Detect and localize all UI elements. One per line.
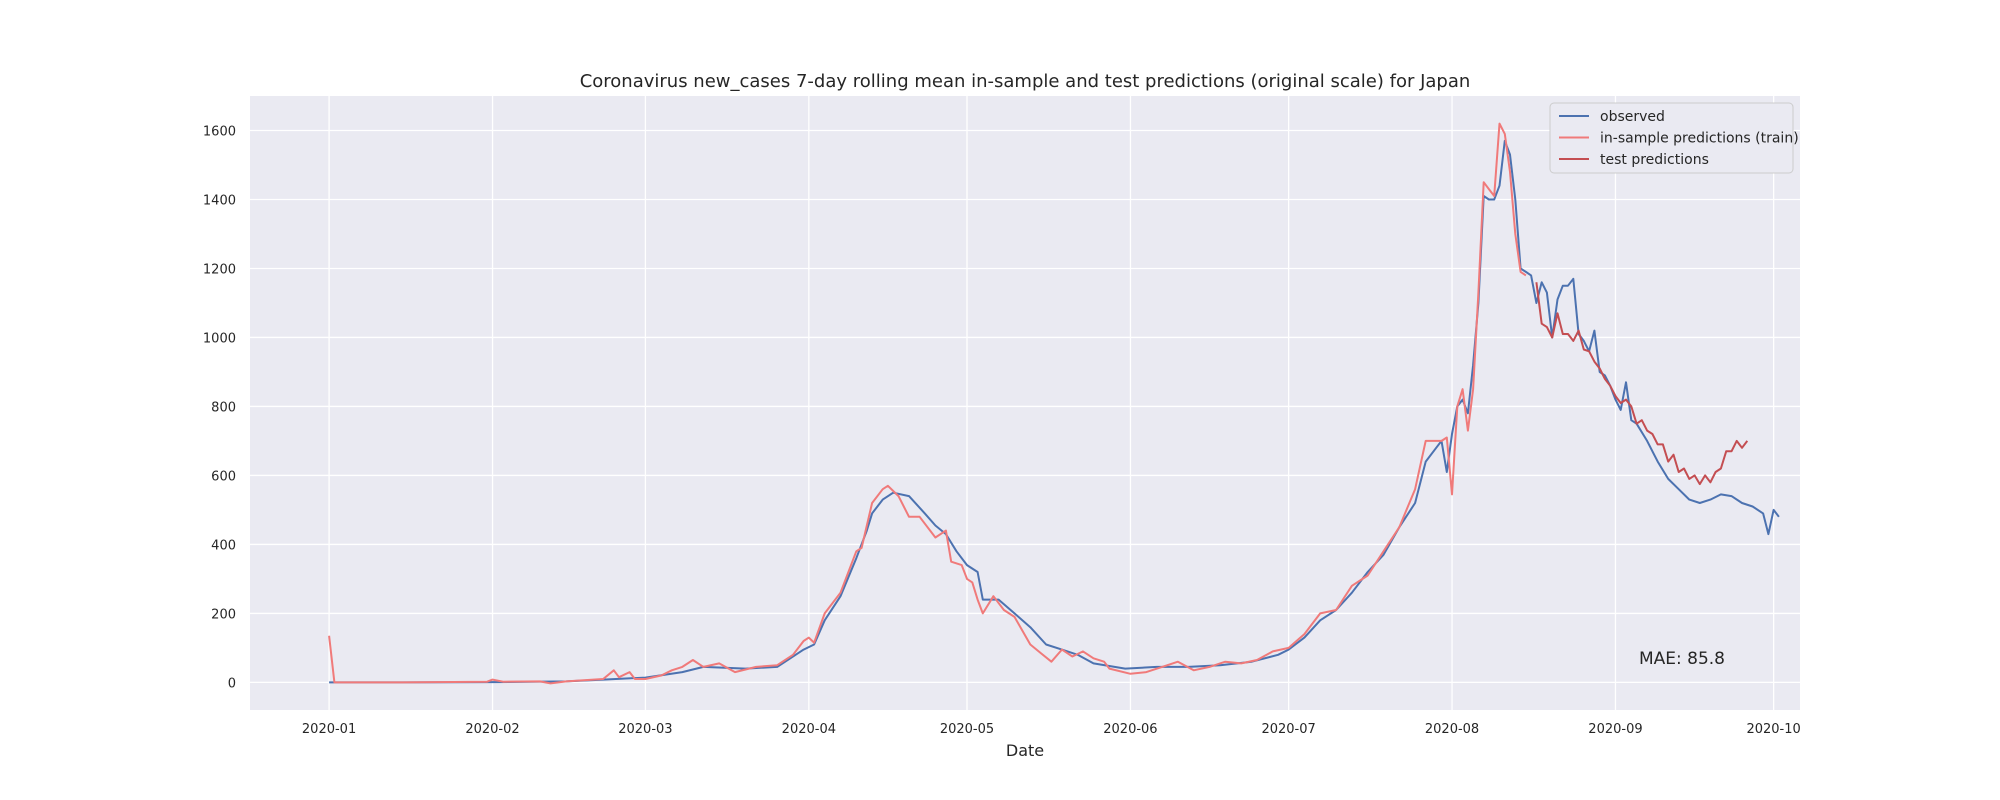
y-tick-label: 200 bbox=[211, 607, 236, 622]
x-tick-label: 2020-02 bbox=[465, 722, 519, 737]
legend-label: in-sample predictions (train) bbox=[1600, 131, 1799, 147]
x-tick-label: 2020-03 bbox=[618, 722, 672, 737]
x-tick-label: 2020-01 bbox=[302, 722, 356, 737]
x-tick-label: 2020-05 bbox=[940, 722, 994, 737]
series-layer bbox=[328, 122, 1780, 685]
legend-label: test predictions bbox=[1600, 152, 1709, 168]
y-tick-label: 600 bbox=[211, 469, 236, 484]
x-tick-label: 2020-06 bbox=[1103, 722, 1157, 737]
chart-title: Coronavirus new_cases 7-day rolling mean… bbox=[580, 71, 1471, 92]
x-tick-label: 2020-09 bbox=[1588, 722, 1642, 737]
mae-annotation: MAE: 85.8 bbox=[1639, 649, 1725, 669]
series-line-in-sample-predictions-train bbox=[328, 122, 1527, 685]
series-line-observed bbox=[329, 139, 1780, 684]
legend: observed in-sample predictions (train) tes… bbox=[1549, 102, 1799, 174]
x-tick-label: 2020-07 bbox=[1261, 722, 1315, 737]
x-tick-label: 2020-10 bbox=[1746, 722, 1800, 737]
x-tick-label: 2020-04 bbox=[782, 722, 836, 737]
y-tick-label: 0 bbox=[228, 676, 236, 691]
x-axis-label: Date bbox=[1006, 741, 1044, 760]
legend-label: observed bbox=[1600, 109, 1665, 125]
y-tick-label: 1000 bbox=[203, 331, 236, 346]
plot-area bbox=[250, 96, 1800, 710]
y-tick-label: 400 bbox=[211, 538, 236, 553]
y-tick-label: 1200 bbox=[203, 262, 236, 277]
y-tick-label: 1600 bbox=[203, 124, 236, 139]
legend-box bbox=[1549, 102, 1794, 174]
series-line-test-predictions bbox=[1535, 282, 1749, 486]
grid-lines bbox=[250, 96, 1800, 710]
tick-labels: 0 200 400 600 800 1000 1200 1400 1600 2020-01 2020… bbox=[203, 124, 1801, 737]
y-tick-label: 1400 bbox=[203, 193, 236, 208]
y-tick-label: 800 bbox=[211, 400, 236, 415]
x-tick-label: 2020-08 bbox=[1425, 722, 1479, 737]
